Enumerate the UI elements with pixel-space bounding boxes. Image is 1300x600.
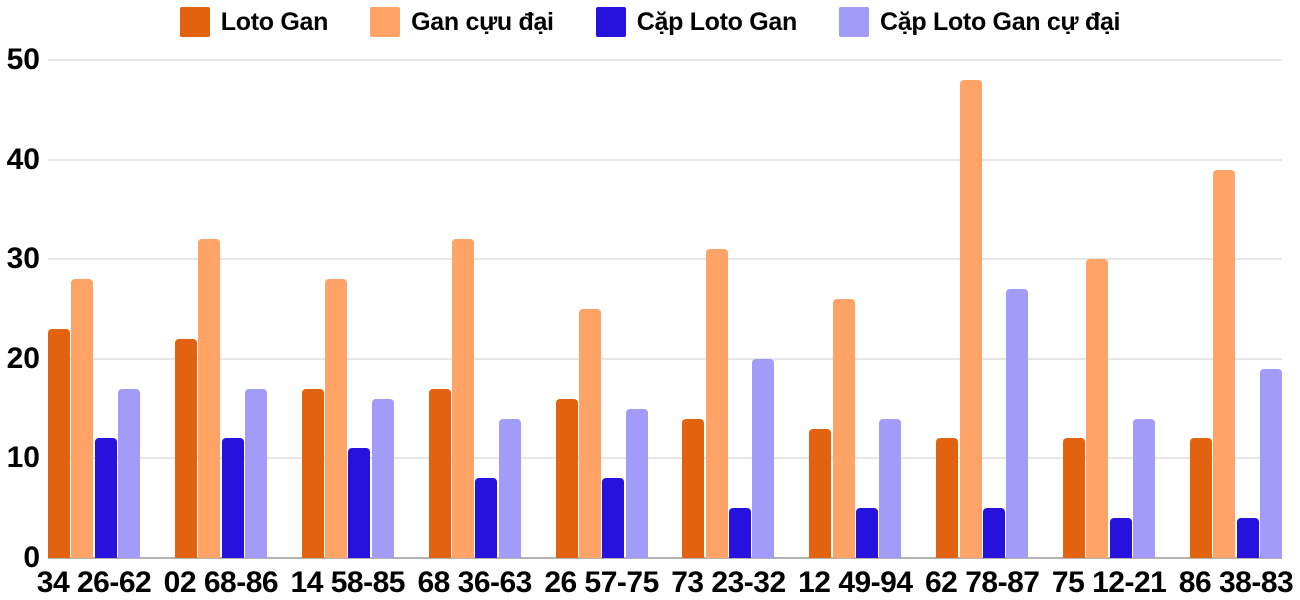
- bar-loto-gan: [1063, 438, 1086, 558]
- bar-cặp-loto-gan: [602, 478, 625, 558]
- bar-gan-cựu-đại: [1213, 169, 1236, 558]
- x-tick-label: 02 68-86: [163, 566, 279, 599]
- bar-gan-cựu-đại: [198, 239, 221, 558]
- bar-cặp-loto-gan: [1109, 518, 1132, 558]
- gridline: [48, 457, 1282, 460]
- x-axis-line: [48, 557, 1282, 559]
- y-tick-label: 40: [6, 142, 40, 176]
- legend-label: Cặp Loto Gan: [636, 7, 798, 36]
- legend-item-series-4: Cặp Loto Gan cự đại: [839, 7, 1121, 37]
- x-tick-label: 14 58-85: [290, 566, 406, 599]
- x-tick-label: 75 12-21: [1051, 566, 1167, 599]
- legend-swatch-icon: [839, 7, 869, 37]
- bar-cặp-loto-gan-cự-đại: [879, 418, 902, 558]
- bar-cặp-loto-gan-cự-đại: [1006, 289, 1029, 558]
- bar-cặp-loto-gan: [729, 508, 752, 558]
- bar-cặp-loto-gan: [221, 438, 244, 558]
- bar-loto-gan: [682, 418, 705, 558]
- x-tick-label: 26 57-75: [544, 566, 659, 599]
- gridline: [48, 357, 1282, 360]
- gridline: [48, 158, 1282, 161]
- y-tick-label: 30: [6, 242, 40, 276]
- bar-cặp-loto-gan-cự-đại: [1133, 418, 1156, 558]
- legend-label: Gan cựu đại: [411, 7, 554, 36]
- bar-cặp-loto-gan: [94, 438, 117, 558]
- bar-gan-cựu-đại: [578, 309, 601, 558]
- x-tick-label: 73 23-32: [671, 566, 786, 599]
- bar-cặp-loto-gan: [475, 478, 498, 558]
- bar-cặp-loto-gan-cự-đại: [625, 408, 648, 558]
- bar-loto-gan: [301, 388, 324, 558]
- y-tick-label: 50: [6, 43, 40, 76]
- chart-legend: Loto Gan Gan cựu đại Cặp Loto Gan Cặp Loto …: [0, 7, 1300, 37]
- legend-item-series-3: Cặp Loto Gan: [595, 7, 798, 37]
- bar-cặp-loto-gan-cự-đại: [1260, 368, 1282, 558]
- legend-item-series-1: Loto Gan: [179, 7, 329, 37]
- x-tick-label: 86 38-83: [1178, 566, 1294, 599]
- y-tick-label: 20: [6, 341, 40, 375]
- bar-loto-gan: [428, 388, 451, 558]
- gridline: [48, 59, 1282, 61]
- y-tick-label: 0: [23, 541, 40, 574]
- bar-gan-cựu-đại: [832, 299, 855, 558]
- bar-loto-gan: [809, 428, 832, 558]
- bar-cặp-loto-gan: [856, 508, 878, 558]
- legend-swatch-icon: [595, 7, 626, 37]
- legend-label: Cặp Loto Gan cự đại: [880, 7, 1121, 36]
- bar-gan-cựu-đại: [959, 79, 982, 558]
- legend-swatch-icon: [370, 7, 401, 37]
- bar-cặp-loto-gan-cự-đại: [244, 388, 267, 558]
- bar-gan-cựu-đại: [71, 279, 94, 558]
- bar-cặp-loto-gan: [348, 448, 371, 558]
- bar-loto-gan: [936, 438, 959, 558]
- x-tick-label: 34 26-62: [36, 566, 152, 599]
- bar-gan-cựu-đại: [452, 239, 474, 558]
- bar-gan-cựu-đại: [325, 279, 348, 558]
- gridline: [48, 258, 1282, 261]
- plot-area: [48, 59, 1282, 559]
- legend-swatch-icon: [179, 7, 210, 37]
- bar-gan-cựu-đại: [705, 249, 728, 558]
- y-tick-label: 10: [6, 441, 40, 475]
- bar-cặp-loto-gan: [1236, 518, 1259, 558]
- bar-loto-gan: [555, 398, 578, 558]
- bar-loto-gan: [48, 328, 70, 558]
- bar-gan-cựu-đại: [1086, 259, 1109, 558]
- bar-cặp-loto-gan-cự-đại: [118, 388, 140, 558]
- x-tick-label: 62 78-87: [925, 566, 1040, 599]
- legend-label: Loto Gan: [220, 7, 329, 36]
- bar-loto-gan: [174, 338, 197, 558]
- bar-loto-gan: [1190, 438, 1212, 558]
- bar-cặp-loto-gan-cự-đại: [371, 398, 394, 558]
- bar-cặp-loto-gan: [982, 508, 1005, 558]
- bar-cặp-loto-gan-cự-đại: [752, 358, 775, 558]
- bar-cặp-loto-gan-cự-đại: [498, 418, 521, 558]
- legend-item-series-2: Gan cựu đại: [370, 7, 554, 37]
- x-tick-label: 68 36-63: [417, 566, 532, 599]
- x-tick-label: 12 49-94: [798, 566, 913, 599]
